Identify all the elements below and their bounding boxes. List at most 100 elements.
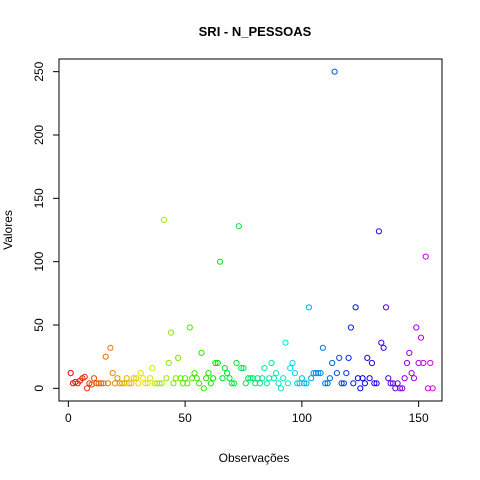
data-point	[364, 354, 371, 361]
data-point	[184, 380, 191, 387]
data-point	[340, 380, 347, 387]
data-point	[198, 349, 205, 356]
data-point	[140, 375, 147, 382]
data-point	[289, 359, 296, 367]
data-point	[191, 370, 198, 377]
data-point	[114, 375, 121, 382]
data-point	[331, 68, 338, 75]
data-point	[123, 375, 130, 382]
data-point	[389, 380, 397, 387]
data-point	[420, 359, 427, 367]
data-point	[298, 375, 305, 382]
data-point	[284, 380, 291, 387]
y-axis: 0 50 100 150 200 250	[32, 61, 60, 392]
data-point	[235, 223, 242, 230]
data-point	[179, 380, 186, 387]
data-point	[240, 365, 247, 372]
data-point	[252, 380, 259, 387]
y-tick-label: 50	[32, 318, 46, 332]
data-point	[200, 385, 207, 392]
data-point	[324, 380, 331, 387]
data-point	[219, 375, 226, 382]
data-point	[165, 359, 172, 367]
data-point	[422, 253, 429, 260]
data-point	[182, 375, 189, 382]
data-point	[151, 380, 158, 387]
data-point	[135, 380, 142, 387]
data-point	[291, 370, 298, 377]
data-point	[247, 375, 254, 382]
data-point	[319, 344, 326, 351]
data-point	[142, 380, 149, 387]
data-point	[221, 365, 228, 372]
data-point	[301, 380, 308, 387]
data-point	[382, 304, 390, 311]
data-point	[359, 375, 366, 382]
data-point	[347, 324, 354, 331]
data-point	[259, 375, 266, 382]
data-point	[83, 385, 91, 392]
data-point	[228, 380, 235, 387]
data-point	[396, 385, 404, 392]
data-point	[163, 375, 170, 382]
data-point	[294, 380, 301, 387]
data-point	[172, 375, 179, 382]
data-point	[168, 329, 175, 336]
data-point	[245, 375, 252, 382]
data-point	[317, 370, 324, 377]
data-point	[126, 380, 133, 387]
data-point	[399, 385, 406, 392]
data-point	[322, 380, 329, 387]
chart-title: SRI - N_PESSOAS	[199, 24, 312, 39]
data-point	[266, 375, 273, 382]
data-point	[427, 359, 434, 367]
data-point	[242, 380, 249, 387]
data-point	[238, 365, 245, 372]
data-point	[102, 353, 109, 360]
data-point	[205, 370, 212, 377]
data-point	[366, 375, 373, 382]
data-point	[308, 375, 315, 382]
data-point	[128, 380, 135, 387]
data-point	[387, 380, 394, 387]
data-point	[380, 344, 387, 351]
y-tick-label: 200	[32, 125, 46, 145]
x-tick-label: 100	[292, 411, 312, 425]
data-point	[282, 339, 289, 346]
data-point	[193, 375, 200, 382]
x-tick-label: 50	[178, 411, 192, 425]
x-axis: 0 50 100 150	[65, 400, 429, 425]
data-point	[417, 334, 425, 341]
data-point	[343, 370, 350, 377]
data-point	[156, 380, 163, 387]
y-tick-label: 150	[32, 188, 46, 208]
data-point	[338, 380, 345, 387]
data-point	[261, 365, 268, 372]
y-axis-label: Valores	[1, 210, 15, 250]
data-point	[268, 359, 275, 367]
data-point	[287, 365, 294, 372]
data-point	[149, 365, 156, 372]
data-point	[133, 375, 140, 382]
data-point	[263, 380, 270, 387]
data-point	[401, 375, 408, 382]
data-point	[161, 216, 168, 223]
data-point	[203, 375, 210, 382]
data-point	[100, 380, 107, 387]
data-point	[345, 354, 352, 361]
data-point	[378, 339, 385, 346]
data-point	[170, 380, 177, 387]
data-point	[207, 380, 214, 387]
x-axis-label: Observações	[219, 451, 290, 465]
data-point	[224, 370, 231, 377]
data-point	[350, 380, 357, 387]
data-point	[93, 380, 100, 387]
data-point	[119, 380, 126, 387]
y-tick-label: 0	[32, 385, 46, 392]
data-point	[415, 359, 422, 367]
data-point	[310, 370, 317, 377]
data-point	[107, 344, 114, 351]
data-point	[109, 370, 116, 377]
data-point	[226, 375, 233, 382]
